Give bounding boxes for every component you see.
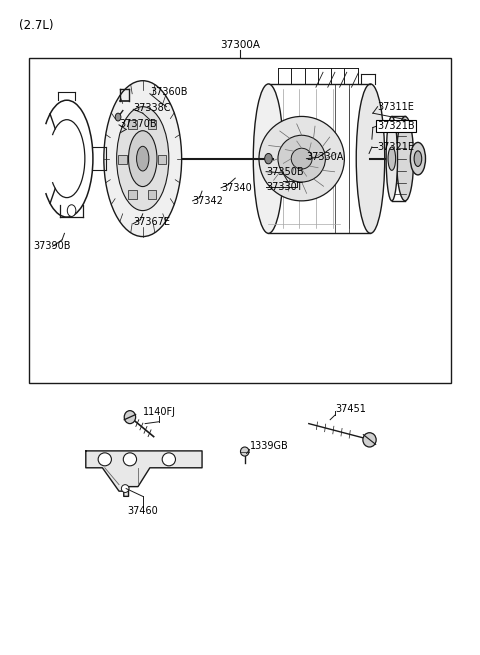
- Bar: [128, 120, 137, 129]
- Ellipse shape: [121, 485, 129, 493]
- Ellipse shape: [291, 148, 312, 169]
- Bar: [148, 189, 156, 198]
- Ellipse shape: [253, 84, 284, 233]
- Text: 37300A: 37300A: [220, 39, 260, 50]
- Ellipse shape: [414, 151, 422, 166]
- Text: 37460: 37460: [127, 506, 158, 515]
- Text: 37321E: 37321E: [378, 142, 415, 152]
- Bar: [118, 155, 127, 164]
- Text: 1339GB: 1339GB: [250, 441, 288, 451]
- Ellipse shape: [117, 107, 169, 211]
- Ellipse shape: [162, 453, 176, 466]
- Text: 37338C: 37338C: [133, 103, 171, 113]
- Bar: [128, 189, 137, 198]
- Ellipse shape: [388, 147, 396, 170]
- Text: 37330T: 37330T: [266, 182, 303, 192]
- Ellipse shape: [137, 146, 149, 171]
- Text: 37367E: 37367E: [133, 217, 170, 227]
- Text: 1140FJ: 1140FJ: [143, 407, 176, 417]
- Text: 37350B: 37350B: [266, 166, 304, 177]
- Ellipse shape: [363, 433, 376, 447]
- Ellipse shape: [410, 142, 425, 175]
- Text: 37390B: 37390B: [34, 241, 71, 252]
- Ellipse shape: [98, 453, 111, 466]
- Ellipse shape: [356, 84, 384, 233]
- Text: (2.7L): (2.7L): [19, 19, 54, 32]
- Text: 37370B: 37370B: [119, 119, 156, 128]
- Text: 37342: 37342: [192, 196, 223, 206]
- Bar: [148, 120, 156, 129]
- Text: 37330A: 37330A: [306, 153, 344, 162]
- Text: 37311E: 37311E: [378, 102, 414, 112]
- Ellipse shape: [396, 117, 414, 201]
- Ellipse shape: [259, 117, 344, 201]
- Ellipse shape: [124, 411, 136, 424]
- Ellipse shape: [123, 453, 137, 466]
- Bar: [29, 58, 451, 383]
- Text: 37360B: 37360B: [150, 87, 187, 98]
- Ellipse shape: [264, 153, 272, 164]
- Ellipse shape: [386, 117, 397, 201]
- Text: 37321B: 37321B: [378, 121, 415, 131]
- Ellipse shape: [115, 113, 121, 121]
- Polygon shape: [86, 451, 202, 496]
- Bar: [158, 155, 167, 164]
- Ellipse shape: [129, 131, 157, 187]
- Ellipse shape: [104, 81, 181, 236]
- Ellipse shape: [278, 136, 325, 182]
- Text: 37340: 37340: [221, 183, 252, 193]
- Ellipse shape: [240, 447, 249, 456]
- Ellipse shape: [67, 205, 76, 216]
- Text: 37451: 37451: [335, 403, 366, 414]
